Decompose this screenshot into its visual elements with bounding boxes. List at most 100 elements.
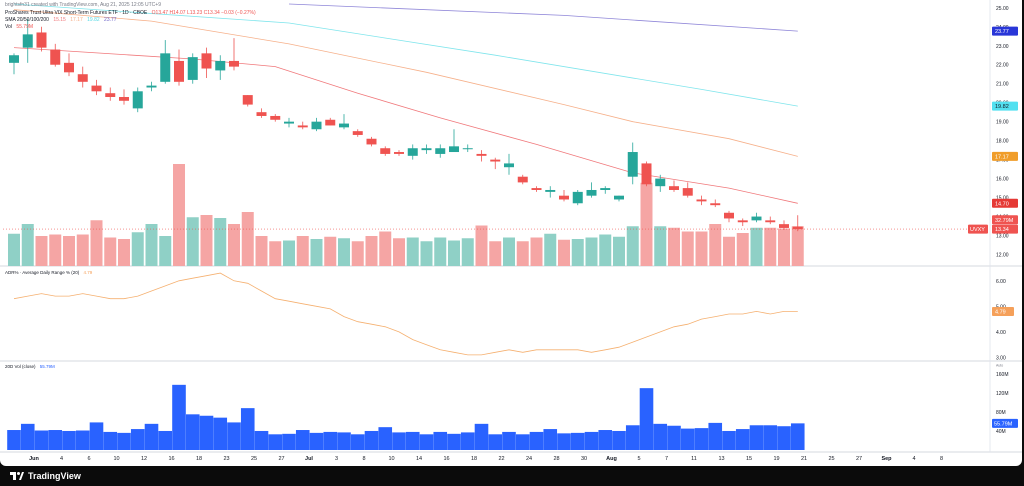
- candle-body: [77, 74, 88, 82]
- vol20-bar: [185, 414, 200, 450]
- candle-body: [50, 49, 61, 65]
- volume-legend: Vol 55.79M: [5, 24, 33, 30]
- price-badge: [992, 215, 1018, 225]
- time-axis-label: 13: [718, 456, 724, 462]
- volume-bar: [90, 220, 103, 266]
- chart-canvas[interactable]: 25.0024.0023.0022.0021.0020.0019.0018.00…: [0, 0, 1022, 466]
- volume-bar: [571, 239, 584, 266]
- vol20-bar: [172, 384, 186, 450]
- vol20-bar: [158, 430, 173, 450]
- volume-bar: [393, 238, 405, 266]
- vol20-bar: [240, 408, 255, 450]
- volume-bar: [640, 182, 653, 266]
- sma-legend-label: SMA 20/50/100/200: [5, 17, 49, 23]
- vol20-bar: [749, 425, 764, 450]
- vol20-bar: [405, 431, 420, 450]
- vol20-bar: [75, 430, 90, 450]
- volume-bar: [35, 236, 48, 266]
- vol20-bar: [777, 426, 791, 450]
- time-axis-label: 25: [251, 456, 257, 462]
- time-axis-label: 24: [526, 456, 532, 462]
- vol20-bar: [680, 428, 695, 450]
- candle-body: [737, 220, 748, 223]
- vol20-tick-label: 120M: [996, 391, 1009, 397]
- price-badge: [992, 198, 1018, 208]
- price-badge-label: 13.34: [995, 227, 1009, 233]
- adr-legend-label: ADR% · Average Daily Range % (20): [5, 270, 80, 275]
- vol20-badge: [992, 418, 1018, 428]
- vol20-legend-label: 20D Vol (close): [5, 364, 36, 369]
- time-axis-label: 10: [113, 456, 119, 462]
- price-tick-label: 23.00: [996, 44, 1009, 50]
- vol20-bar: [639, 388, 654, 450]
- adr-legend: ADR% · Average Daily Range % (20) 4.79: [5, 270, 92, 275]
- volume-bar: [530, 237, 543, 266]
- vol20-bar: [364, 430, 379, 450]
- candle-body: [325, 119, 336, 126]
- volume-bar: [338, 238, 350, 266]
- adr-tick-label: 4.00: [996, 330, 1006, 336]
- candle-body: [242, 95, 253, 105]
- candle-body: [655, 178, 666, 187]
- volume-bar: [695, 231, 708, 266]
- vol20-bar: [708, 422, 723, 450]
- time-axis-label: 4: [60, 456, 63, 462]
- candle-body: [36, 32, 47, 48]
- credit-line: brightsfn31 created with TradingView.com…: [5, 2, 161, 8]
- vol20-badge-label: 55.79M: [994, 421, 1013, 427]
- time-axis-label: 6: [87, 456, 90, 462]
- volume-bar: [723, 236, 735, 266]
- time-axis-label: 3: [335, 456, 338, 462]
- volume-bar: [778, 228, 790, 266]
- vol20-bar: [130, 429, 145, 450]
- time-axis-label: 4: [912, 456, 915, 462]
- tradingview-brand[interactable]: TradingView: [10, 470, 81, 482]
- price-badge-label: 14.70: [995, 201, 1009, 207]
- candle-body: [105, 93, 116, 97]
- volume-bar: [76, 234, 89, 266]
- volume-bar: [764, 227, 777, 266]
- adr-scale-note: Auto: [996, 363, 1003, 367]
- volume-bar: [461, 238, 474, 266]
- volume-legend-value: 55.79M: [16, 24, 34, 30]
- vol20-bar: [144, 423, 159, 450]
- vol20-bar: [447, 433, 461, 450]
- vol20-bar: [667, 425, 681, 450]
- vol20-bar: [460, 432, 475, 450]
- candle-body: [669, 186, 679, 190]
- candle-body: [586, 189, 597, 196]
- time-axis-label: Jun: [29, 456, 39, 462]
- volume-bar: [379, 231, 392, 266]
- volume-bar: [8, 233, 20, 266]
- time-axis-label: 27: [856, 456, 862, 462]
- candle-body: [160, 53, 171, 82]
- time-axis-label: 8: [940, 456, 943, 462]
- sma20-value: 15.15: [53, 17, 66, 23]
- vol20-bar: [350, 434, 365, 450]
- volume-bar: [21, 224, 34, 266]
- volume-bar: [228, 224, 240, 266]
- sma100-line: [13, 3, 798, 107]
- time-axis-label: 8: [362, 456, 365, 462]
- volume-bar: [269, 241, 282, 266]
- time-axis-label: 25: [828, 456, 834, 462]
- candle-body: [462, 148, 473, 150]
- candle-body: [91, 85, 102, 92]
- candle-body: [751, 216, 762, 221]
- volume-bar: [420, 241, 433, 266]
- time-axis-label: 16: [168, 456, 174, 462]
- time-axis-label: 30: [581, 456, 587, 462]
- candle-body: [641, 163, 652, 185]
- vol20-bar: [529, 431, 544, 450]
- vol20-tick-label: 40M: [996, 429, 1006, 435]
- candle-body: [696, 199, 707, 202]
- volume-bar: [489, 241, 502, 266]
- adr-badge: [992, 306, 1014, 316]
- vol20-bar: [543, 429, 558, 450]
- vol20-bar: [89, 422, 104, 450]
- candle-body: [174, 60, 184, 82]
- candle-body: [229, 60, 239, 67]
- brand-name: TradingView: [28, 471, 81, 481]
- sma20-line: [13, 47, 798, 204]
